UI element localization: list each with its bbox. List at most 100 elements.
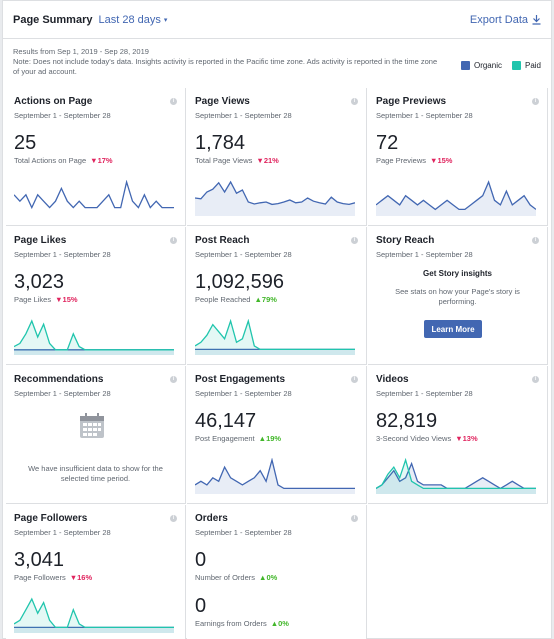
card-date: September 1 - September 28	[376, 389, 473, 398]
card-date: September 1 - September 28	[376, 250, 473, 259]
change-up-badge: ▲79%	[254, 295, 277, 304]
paid-area	[195, 321, 355, 355]
card-value: 3,041	[14, 549, 65, 571]
organic-area	[195, 349, 355, 355]
metric-label: Post Engagement	[195, 434, 255, 443]
download-icon	[532, 14, 541, 25]
legend-paid: Paid	[524, 61, 541, 70]
info-icon[interactable]: i	[532, 98, 539, 105]
sparkline-chart	[376, 458, 536, 494]
info-icon[interactable]: i	[351, 98, 358, 105]
card-value: 3,023	[14, 271, 65, 293]
sparkline-chart	[376, 180, 536, 216]
legend-organic: Organic	[473, 61, 502, 70]
card-metric: Page Followers ▼16%	[14, 573, 92, 582]
card-page-followers[interactable]: Page Followers i September 1 - September…	[6, 505, 186, 639]
organic-swatch	[460, 61, 470, 70]
card-date: September 1 - September 28	[195, 528, 292, 537]
info-icon[interactable]: i	[170, 98, 177, 105]
summary-header: Page Summary Last 28 days ▾ Export Data	[3, 1, 551, 39]
change-down-badge: ▼15%	[430, 156, 453, 165]
card-value: 46,147	[195, 410, 257, 432]
card-metric: Page Previews ▼15%	[376, 156, 452, 165]
card-title: Page Followers	[14, 513, 88, 524]
info-icon[interactable]: i	[170, 376, 177, 383]
learn-more-button[interactable]: Learn More	[424, 320, 482, 338]
results-range: Results from Sep 1, 2019 - Sep 28, 2019	[13, 47, 149, 56]
change-up-badge: ▲0%	[270, 619, 289, 628]
info-icon[interactable]: i	[351, 376, 358, 383]
page-title: Page Summary	[13, 13, 93, 26]
change-value: 0%	[266, 573, 278, 582]
chart-legend: Organic Paid	[451, 61, 541, 70]
sparkline-chart	[195, 180, 355, 216]
card-title: Page Previews	[376, 96, 447, 107]
metric-label: Page Previews	[376, 156, 427, 165]
change-down-badge: ▼15%	[55, 295, 78, 304]
orders-count-metric: Number of Orders ▲0%	[195, 573, 277, 582]
metric-label: Page Likes	[14, 295, 52, 304]
series-area	[376, 182, 536, 216]
card-actions-on-page[interactable]: Actions on Page i September 1 - Septembe…	[6, 88, 186, 226]
export-data-button[interactable]: Export Data	[470, 14, 541, 26]
card-title: Post Reach	[195, 235, 250, 246]
info-icon[interactable]: i	[351, 515, 358, 522]
orders-count-value: 0	[195, 549, 207, 571]
card-story-reach[interactable]: Story Reach i September 1 - September 28…	[368, 227, 548, 365]
info-icon[interactable]: i	[532, 237, 539, 244]
metric-label: Earnings from Orders	[195, 619, 267, 628]
story-insights-text: See stats on how your Page's story is pe…	[395, 287, 520, 306]
change-down-badge: ▼16%	[69, 573, 93, 582]
card-metric: Total Page Views ▼21%	[195, 156, 279, 165]
sparkline-chart	[195, 319, 355, 355]
info-icon[interactable]: i	[170, 237, 177, 244]
export-data-label: Export Data	[469, 13, 528, 26]
card-videos[interactable]: Videos i September 1 - September 28 82,8…	[368, 366, 548, 504]
card-page-likes[interactable]: Page Likes i September 1 - September 28 …	[6, 227, 186, 365]
series-line	[376, 180, 536, 211]
change-value: 21%	[263, 156, 279, 165]
card-post-engagements[interactable]: Post Engagements i September 1 - Septemb…	[187, 366, 367, 504]
card-date: September 1 - September 28	[195, 111, 292, 120]
insufficient-data-text: We have insufficient data to show for th…	[28, 464, 163, 483]
change-value: 15%	[62, 295, 78, 304]
change-value: 17%	[97, 156, 113, 165]
change-value: 0%	[278, 619, 289, 628]
info-icon[interactable]: i	[532, 376, 539, 383]
card-title: Story Reach	[376, 235, 435, 246]
card-metric: People Reached ▲79%	[195, 295, 277, 304]
change-down-badge: ▼21%	[256, 156, 279, 165]
change-up-badge: ▲19%	[258, 434, 282, 443]
info-icon[interactable]: i	[351, 237, 358, 244]
date-range-dropdown[interactable]: Last 28 days	[98, 13, 161, 26]
card-title: Recommendations	[14, 374, 104, 385]
card-value: 1,092,596	[195, 271, 284, 293]
paid-area	[14, 321, 174, 355]
change-value: 79%	[261, 295, 277, 304]
series-line	[195, 458, 355, 490]
card-title: Actions on Page	[14, 96, 93, 107]
change-value: 16%	[77, 573, 93, 582]
card-post-reach[interactable]: Post Reach i September 1 - September 28 …	[187, 227, 367, 365]
caret-down-icon[interactable]: ▾	[163, 16, 168, 24]
change-up-badge: ▲0%	[259, 573, 278, 582]
series-area	[195, 182, 355, 216]
series-area	[195, 460, 355, 494]
organic-area	[14, 627, 174, 633]
sparkline-chart	[14, 597, 174, 633]
card-orders[interactable]: Orders i September 1 - September 28 0 Nu…	[187, 505, 367, 639]
sparkline-chart	[195, 458, 355, 494]
metric-label: Total Actions on Page	[14, 156, 87, 165]
series-line	[195, 180, 355, 206]
paid-line	[14, 319, 174, 351]
card-value: 1,784	[195, 132, 246, 154]
card-date: September 1 - September 28	[195, 250, 292, 259]
card-recommendations[interactable]: Recommendations i September 1 - Septembe…	[6, 366, 186, 504]
info-icon[interactable]: i	[170, 515, 177, 522]
change-down-badge: ▼13%	[455, 434, 478, 443]
calendar-icon	[80, 413, 104, 438]
card-page-previews[interactable]: Page Previews i September 1 - September …	[368, 88, 548, 226]
card-page-views[interactable]: Page Views i September 1 - September 28 …	[187, 88, 367, 226]
metric-label: 3-Second Video Views	[376, 434, 452, 443]
card-date: September 1 - September 28	[195, 389, 292, 398]
